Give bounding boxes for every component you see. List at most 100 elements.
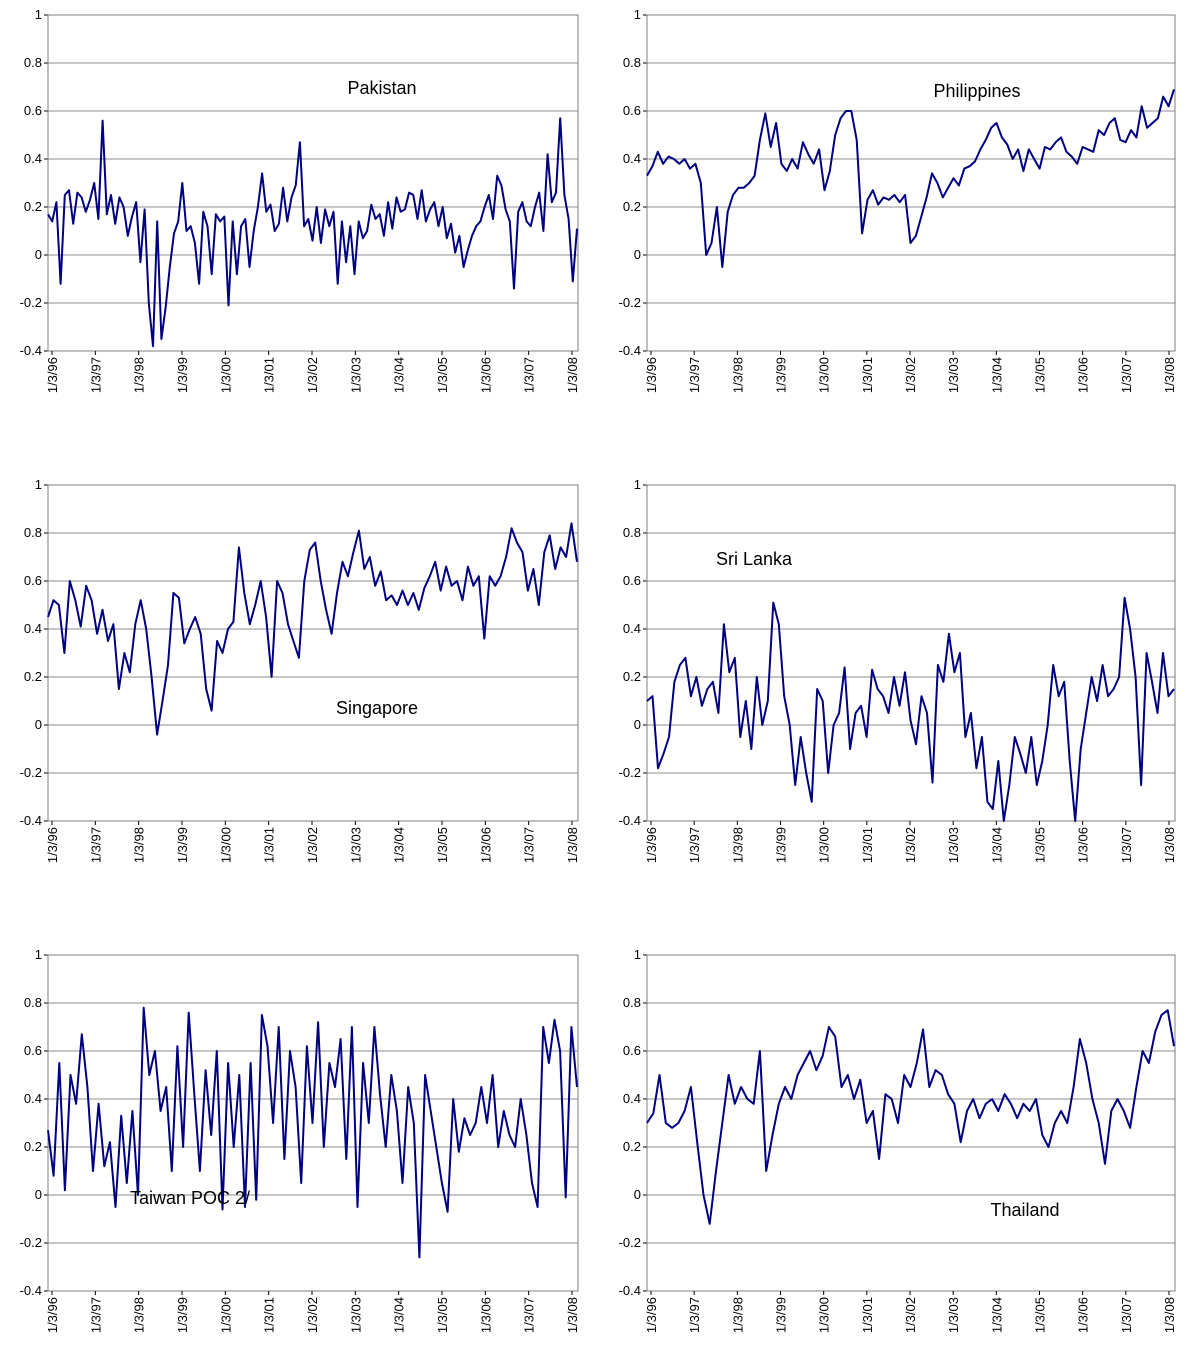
- chart-panel-philippines: 1 0.8 0.6 0.4 0.2 0 -0.2 -0.4 1/3/96 1/3/97 1/3/98…: [597, 0, 1187, 430]
- y-tick-label: 0.8: [24, 995, 42, 1010]
- y-tick-label: 0.6: [623, 573, 641, 588]
- plot-area-border: [646, 954, 1176, 1292]
- x-tick-label: 1/3/05: [1033, 1297, 1048, 1333]
- chart-title: Philippines: [933, 81, 1020, 101]
- x-tick-label: 1/3/99: [175, 357, 190, 393]
- plot-area-border: [646, 14, 1176, 352]
- chart-panel-singapore: 1 0.8 0.6 0.4 0.2 0 -0.2 -0.4 1/3/96 1/3/97 1/3/98…: [0, 470, 590, 900]
- chart-svg: 1 0.8 0.6 0.4 0.2 0 -0.2 -0.41/3/96 1/3/97 1/3/98…: [619, 947, 1177, 1333]
- x-tick-label: 1/3/02: [305, 827, 320, 863]
- y-tick-label: 0: [35, 247, 42, 262]
- x-tick-label: 1/3/99: [774, 1297, 789, 1333]
- x-tick-label: 1/3/02: [903, 827, 918, 863]
- chart-svg: 1 0.8 0.6 0.4 0.2 0 -0.2 -0.41/3/96 1/3/97 1/3/98…: [20, 7, 580, 393]
- chart-svg: 1 0.8 0.6 0.4 0.2 0 -0.2 -0.41/3/96 1/3/97 1/3/98…: [619, 7, 1177, 393]
- x-tick-label: 1/3/97: [687, 357, 702, 393]
- x-tick-label: 1/3/08: [1162, 827, 1177, 863]
- x-tick-label: 1/3/97: [687, 827, 702, 863]
- x-tick-label: 1/3/01: [262, 357, 277, 393]
- x-tick-label: 1/3/04: [392, 827, 407, 863]
- y-tick-label: 0: [634, 247, 641, 262]
- y-tick-label: 0.8: [24, 55, 42, 70]
- y-tick-label: 1: [35, 477, 42, 492]
- y-tick-label: 0.4: [623, 1091, 641, 1106]
- chart-svg: 1 0.8 0.6 0.4 0.2 0 -0.2 -0.41/3/96 1/3/97 1/3/98…: [20, 947, 580, 1333]
- x-tick-label: 1/3/98: [132, 357, 147, 393]
- x-tick-label: 1/3/06: [478, 827, 493, 863]
- x-tick-label: 1/3/07: [522, 827, 537, 863]
- x-tick-label: 1/3/06: [1076, 827, 1091, 863]
- x-tick-label: 1/3/98: [730, 827, 745, 863]
- x-tick-label: 1/3/96: [45, 1297, 60, 1333]
- x-tick-label: 1/3/04: [989, 357, 1004, 393]
- y-tick-label: 1: [634, 7, 641, 22]
- x-tick-label: 1/3/01: [860, 357, 875, 393]
- plot-area-border: [47, 954, 579, 1292]
- x-tick-label: 1/3/07: [522, 1297, 537, 1333]
- y-tick-label: 0.8: [623, 995, 641, 1010]
- x-tick-label: 1/3/02: [903, 357, 918, 393]
- series-line: [47, 522, 578, 736]
- x-tick-label: 1/3/07: [1119, 827, 1134, 863]
- x-tick-label: 1/3/07: [1119, 1297, 1134, 1333]
- y-tick-label: 1: [634, 947, 641, 962]
- x-tick-label: 1/3/96: [644, 357, 659, 393]
- x-tick-label: 1/3/99: [175, 827, 190, 863]
- y-tick-label: 1: [35, 7, 42, 22]
- chart-title: Pakistan: [347, 78, 416, 98]
- y-tick-label: 0.8: [623, 525, 641, 540]
- plot-area-border: [47, 14, 579, 352]
- x-tick-label: 1/3/08: [565, 827, 580, 863]
- y-tick-label: -0.4: [20, 813, 42, 828]
- x-tick-label: 1/3/02: [305, 1297, 320, 1333]
- x-tick-label: 1/3/00: [218, 357, 233, 393]
- x-tick-label: 1/3/97: [88, 1297, 103, 1333]
- x-tick-label: 1/3/08: [565, 357, 580, 393]
- y-tick-label: 0.4: [623, 151, 641, 166]
- x-tick-label: 1/3/03: [946, 827, 961, 863]
- x-tick-label: 1/3/08: [565, 1297, 580, 1333]
- x-tick-label: 1/3/98: [730, 357, 745, 393]
- y-tick-label: 0.6: [623, 103, 641, 118]
- y-tick-label: 1: [634, 477, 641, 492]
- x-tick-label: 1/3/96: [45, 827, 60, 863]
- x-tick-label: 1/3/04: [392, 357, 407, 393]
- y-tick-label: 0: [634, 717, 641, 732]
- x-tick-label: 1/3/96: [644, 1297, 659, 1333]
- y-tick-label: -0.4: [619, 813, 641, 828]
- y-tick-label: -0.2: [20, 295, 42, 310]
- y-tick-label: -0.2: [20, 765, 42, 780]
- x-tick-label: 1/3/00: [817, 1297, 832, 1333]
- x-tick-label: 1/3/03: [946, 1297, 961, 1333]
- y-tick-label: 0.4: [623, 621, 641, 636]
- chart-svg: 1 0.8 0.6 0.4 0.2 0 -0.2 -0.41/3/96 1/3/97 1/3/98…: [20, 477, 580, 863]
- y-tick-label: 0: [634, 1187, 641, 1202]
- x-tick-label: 1/3/05: [1033, 357, 1048, 393]
- x-tick-label: 1/3/97: [687, 1297, 702, 1333]
- series-line: [646, 89, 1175, 268]
- y-tick-label: -0.4: [20, 1283, 42, 1298]
- y-tick-label: 0.2: [623, 669, 641, 684]
- x-tick-label: 1/3/01: [262, 827, 277, 863]
- x-tick-label: 1/3/96: [644, 827, 659, 863]
- y-tick-label: 0.4: [24, 1091, 42, 1106]
- y-tick-label: 0.2: [24, 199, 42, 214]
- x-tick-label: 1/3/96: [45, 357, 60, 393]
- x-tick-label: 1/3/05: [435, 357, 450, 393]
- x-tick-label: 1/3/99: [774, 357, 789, 393]
- x-tick-label: 1/3/01: [860, 1297, 875, 1333]
- y-tick-label: -0.2: [20, 1235, 42, 1250]
- x-tick-label: 1/3/06: [478, 357, 493, 393]
- x-tick-label: 1/3/02: [305, 357, 320, 393]
- x-tick-label: 1/3/00: [817, 357, 832, 393]
- x-tick-label: 1/3/05: [435, 1297, 450, 1333]
- x-tick-label: 1/3/04: [392, 1297, 407, 1333]
- x-tick-label: 1/3/98: [730, 1297, 745, 1333]
- x-tick-label: 1/3/00: [817, 827, 832, 863]
- x-tick-label: 1/3/98: [132, 827, 147, 863]
- x-tick-label: 1/3/98: [132, 1297, 147, 1333]
- y-tick-label: -0.2: [619, 295, 641, 310]
- x-tick-label: 1/3/03: [946, 357, 961, 393]
- series-line: [47, 117, 578, 348]
- plot-area-border: [646, 484, 1176, 822]
